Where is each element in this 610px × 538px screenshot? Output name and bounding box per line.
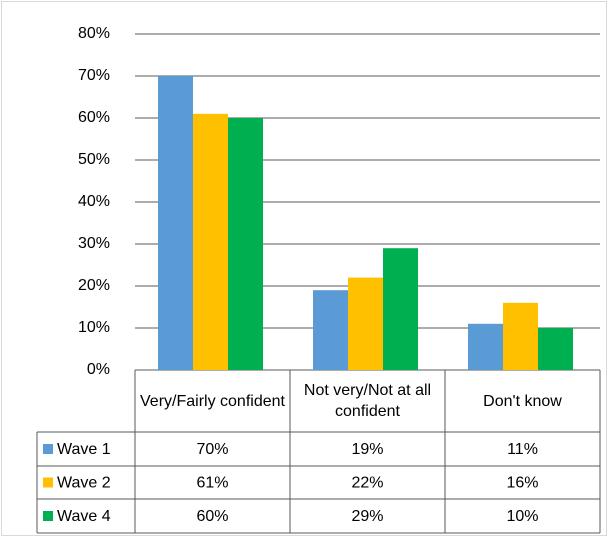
data-label: 19% <box>351 441 383 458</box>
y-tick-label: 60% <box>78 109 110 126</box>
y-tick-label: 10% <box>78 319 110 336</box>
y-tick-label: 20% <box>78 277 110 294</box>
data-label: 61% <box>196 475 228 492</box>
x-tick-label: Very/Fairly confident <box>140 392 285 410</box>
category-cell: Don't know <box>483 392 562 410</box>
legend-swatch <box>43 511 53 521</box>
bar <box>158 76 193 370</box>
data-label: 29% <box>351 508 383 525</box>
data-label: 11% <box>507 441 538 458</box>
data-label: 70% <box>196 441 228 458</box>
bar <box>313 290 348 370</box>
y-tick-label: 0% <box>87 361 110 378</box>
x-tick-label: Not very/Not at all confident <box>303 382 432 420</box>
bar <box>503 302 538 370</box>
bar <box>383 248 418 370</box>
bar <box>348 277 383 370</box>
data-label: 10% <box>506 508 538 525</box>
x-tick-label: Don't know <box>483 392 562 410</box>
y-tick-label: 30% <box>78 235 110 252</box>
bar <box>538 328 573 370</box>
legend-label: Wave 1 <box>57 441 111 458</box>
legend-label: Wave 4 <box>57 508 111 525</box>
bar <box>228 118 263 370</box>
bar <box>468 323 503 370</box>
y-tick-label: 40% <box>78 193 110 210</box>
y-tick-label: 70% <box>78 67 110 84</box>
legend-swatch <box>43 477 53 488</box>
category-cell: Very/Fairly confident <box>140 392 285 410</box>
data-label: 16% <box>506 475 538 492</box>
y-tick-label: 50% <box>78 151 110 168</box>
bar <box>193 113 228 371</box>
y-tick-label: 80% <box>78 25 110 42</box>
legend-label: Wave 2 <box>57 475 111 492</box>
data-label: 60% <box>196 508 228 525</box>
legend-swatch <box>43 444 53 454</box>
data-label: 22% <box>351 475 383 492</box>
category-cell: Not very/Not at all confident <box>303 382 432 420</box>
